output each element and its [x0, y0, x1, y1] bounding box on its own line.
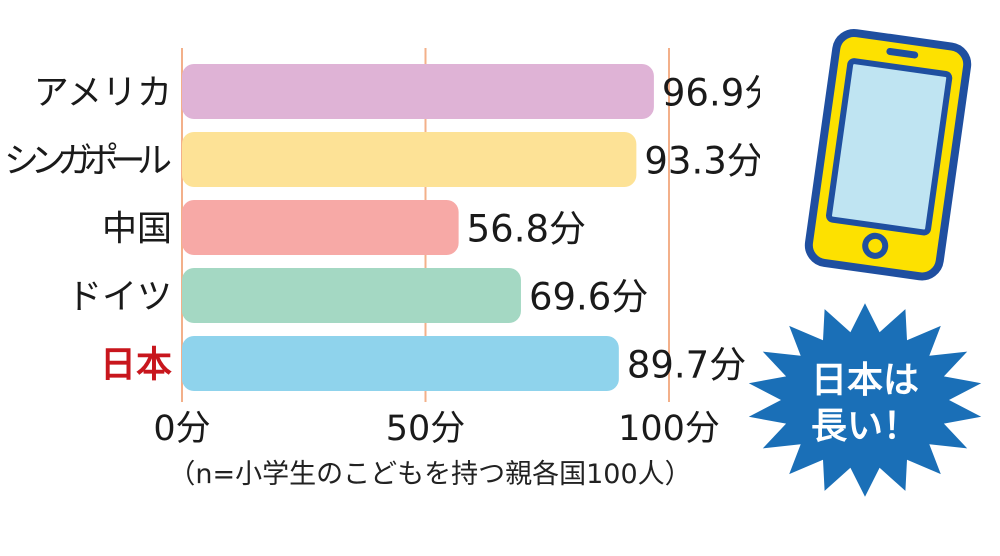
bar — [182, 268, 521, 323]
bar — [182, 200, 459, 255]
value-label: 69.6分 — [529, 276, 648, 319]
value-label: 56.8分 — [467, 208, 586, 251]
category-label: 中国 — [102, 210, 172, 250]
tick-label: 50分 — [386, 409, 466, 449]
bar — [182, 132, 637, 187]
category-label: アメリカ — [34, 74, 172, 114]
badge-line-2: 長い！ — [811, 406, 919, 447]
category-label: ドイツ — [67, 278, 172, 318]
category-label: シンガポール — [4, 142, 172, 182]
value-label: 89.7分 — [627, 344, 746, 387]
tick-label: 0分 — [153, 409, 210, 449]
burst-shape — [748, 303, 982, 497]
bar — [182, 64, 654, 119]
bar — [182, 336, 619, 391]
badge-burst: 日本は 長い！ — [748, 303, 982, 497]
sample-note: （n=小学生のこどもを持つ親各国100人） — [168, 459, 692, 490]
tick-label: 100分 — [618, 409, 720, 449]
badge-line-1: 日本は — [811, 360, 919, 401]
value-label: 93.3分 — [644, 140, 760, 183]
category-label: 日本 — [100, 345, 172, 386]
value-label: 96.9分 — [662, 72, 760, 115]
smartphone-icon — [804, 28, 972, 281]
